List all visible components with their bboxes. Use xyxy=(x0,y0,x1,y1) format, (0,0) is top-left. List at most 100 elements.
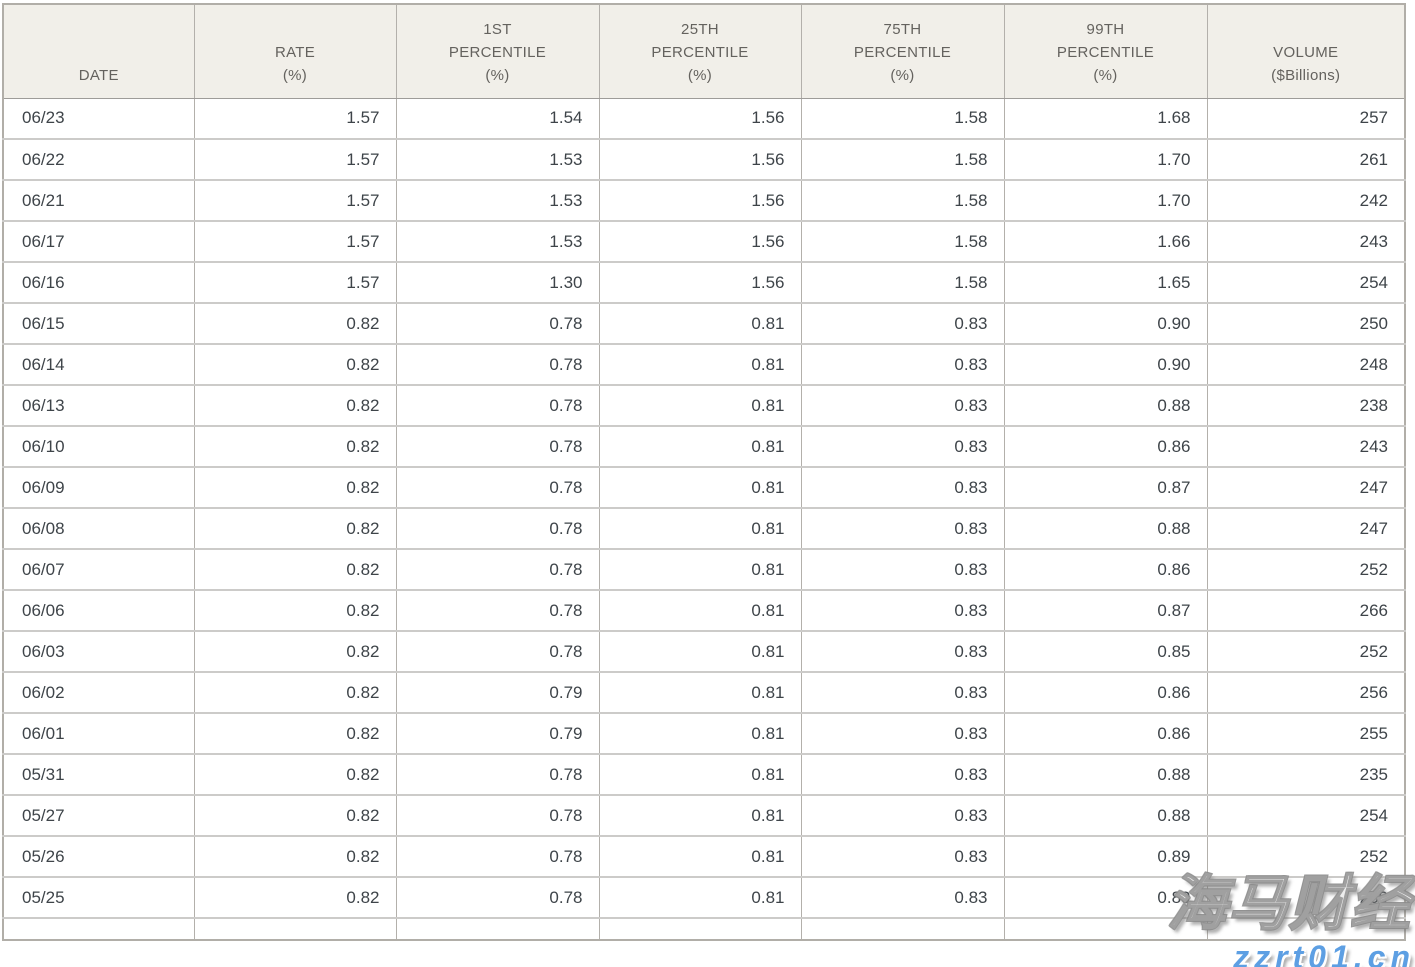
date-cell: 05/25 xyxy=(3,877,195,919)
value-cell-volume: 261 xyxy=(1207,139,1405,181)
value-cell-rate: 1.57 xyxy=(194,180,397,222)
value-cell-p25: 0.81 xyxy=(599,754,802,796)
value-cell-volume: 248 xyxy=(1207,344,1405,386)
value-cell-p1: 0.78 xyxy=(396,385,600,427)
table-row: 06/10 0.82 0.78 0.81 0.83 0.86 243 xyxy=(3,426,1405,468)
table-row: 06/23 1.57 1.54 1.56 1.58 1.68 257 xyxy=(3,98,1405,140)
value-cell-p75: 0.83 xyxy=(801,713,1005,755)
value-cell-p25: 0.81 xyxy=(599,713,802,755)
value-cell-volume: 247 xyxy=(1207,467,1405,509)
value-cell-rate: 0.82 xyxy=(194,795,397,837)
date-cell: 06/21 xyxy=(3,180,195,222)
value-cell-rate: 1.57 xyxy=(194,139,397,181)
date-cell: 06/09 xyxy=(3,467,195,509)
date-cell: 06/10 xyxy=(3,426,195,468)
value-cell-volume: 235 xyxy=(1207,754,1405,796)
value-cell-p99: 0.90 xyxy=(1004,303,1208,345)
value-cell-p25: 0.81 xyxy=(599,344,802,386)
value-cell-p99: 0.86 xyxy=(1004,549,1208,591)
value-cell-volume: 250 xyxy=(1207,303,1405,345)
value-cell-volume: 254 xyxy=(1207,795,1405,837)
value-cell-p25: 0.81 xyxy=(599,549,802,591)
table-row: 06/22 1.57 1.53 1.56 1.58 1.70 261 xyxy=(3,139,1405,181)
value-cell-rate: 0.82 xyxy=(194,754,397,796)
empty-cell xyxy=(599,918,802,940)
value-cell-p1: 0.79 xyxy=(396,713,600,755)
column-header-p1: 1ST PERCENTILE (%) xyxy=(396,4,600,99)
value-cell-rate: 0.82 xyxy=(194,713,397,755)
value-cell-p99: 0.89 xyxy=(1004,836,1208,878)
value-cell-volume: 252 xyxy=(1207,836,1405,878)
date-cell: 06/02 xyxy=(3,672,195,714)
value-cell-p75: 1.58 xyxy=(801,221,1005,263)
table-row: 06/14 0.82 0.78 0.81 0.83 0.90 248 xyxy=(3,344,1405,386)
value-cell-p1: 0.78 xyxy=(396,795,600,837)
value-cell-p1: 0.78 xyxy=(396,631,600,673)
empty-cell xyxy=(1207,918,1405,940)
value-cell-p99: 0.88 xyxy=(1004,754,1208,796)
value-cell-p99: 0.88 xyxy=(1004,795,1208,837)
value-cell-p1: 1.30 xyxy=(396,262,600,304)
value-cell-p75: 0.83 xyxy=(801,385,1005,427)
value-cell-p1: 0.78 xyxy=(396,836,600,878)
table-row: 06/09 0.82 0.78 0.81 0.83 0.87 247 xyxy=(3,467,1405,509)
empty-cell xyxy=(194,918,397,940)
value-cell-volume: 252 xyxy=(1207,631,1405,673)
value-cell-p99: 1.70 xyxy=(1004,139,1208,181)
value-cell-rate: 0.82 xyxy=(194,426,397,468)
date-cell: 06/16 xyxy=(3,262,195,304)
value-cell-p25: 1.56 xyxy=(599,180,802,222)
value-cell-p75: 0.83 xyxy=(801,344,1005,386)
table-row: 06/07 0.82 0.78 0.81 0.83 0.86 252 xyxy=(3,549,1405,591)
column-header-p25: 25TH PERCENTILE (%) xyxy=(599,4,802,99)
value-cell-p99: 0.89 xyxy=(1004,877,1208,919)
table-row: 06/16 1.57 1.30 1.56 1.58 1.65 254 xyxy=(3,262,1405,304)
value-cell-rate: 0.82 xyxy=(194,385,397,427)
table-row: 06/15 0.82 0.78 0.81 0.83 0.90 250 xyxy=(3,303,1405,345)
value-cell-p99: 0.86 xyxy=(1004,426,1208,468)
value-cell-p99: 0.88 xyxy=(1004,385,1208,427)
value-cell-p1: 0.78 xyxy=(396,426,600,468)
value-cell-rate: 0.82 xyxy=(194,344,397,386)
value-cell-p25: 0.81 xyxy=(599,836,802,878)
table-row: 06/21 1.57 1.53 1.56 1.58 1.70 242 xyxy=(3,180,1405,222)
value-cell-volume: 255 xyxy=(1207,713,1405,755)
value-cell-p99: 0.88 xyxy=(1004,508,1208,550)
table-row: 05/25 0.82 0.78 0.81 0.83 0.89 260 xyxy=(3,877,1405,919)
value-cell-p99: 0.86 xyxy=(1004,672,1208,714)
value-cell-volume: 260 xyxy=(1207,877,1405,919)
value-cell-p75: 0.83 xyxy=(801,426,1005,468)
value-cell-volume: 252 xyxy=(1207,549,1405,591)
column-header-p99: 99TH PERCENTILE (%) xyxy=(1004,4,1208,99)
value-cell-p1: 0.79 xyxy=(396,672,600,714)
table-row: 06/17 1.57 1.53 1.56 1.58 1.66 243 xyxy=(3,221,1405,263)
rates-table: DATE RATE (%) 1ST PERCENTILE (%) 25TH PERCENTIL… xyxy=(2,3,1406,941)
empty-cell xyxy=(1004,918,1208,940)
value-cell-p75: 0.83 xyxy=(801,631,1005,673)
value-cell-rate: 0.82 xyxy=(194,631,397,673)
value-cell-rate: 0.82 xyxy=(194,467,397,509)
value-cell-p99: 0.87 xyxy=(1004,467,1208,509)
value-cell-p25: 0.81 xyxy=(599,590,802,632)
value-cell-rate: 0.82 xyxy=(194,590,397,632)
table-header-row: DATE RATE (%) 1ST PERCENTILE (%) 25TH PERCENTIL… xyxy=(3,4,1405,99)
value-cell-p99: 1.65 xyxy=(1004,262,1208,304)
table-row-partial xyxy=(3,918,1405,940)
value-cell-p99: 0.86 xyxy=(1004,713,1208,755)
date-cell: 06/14 xyxy=(3,344,195,386)
value-cell-volume: 257 xyxy=(1207,98,1405,140)
value-cell-p75: 0.83 xyxy=(801,549,1005,591)
value-cell-rate: 1.57 xyxy=(194,221,397,263)
table-row: 05/27 0.82 0.78 0.81 0.83 0.88 254 xyxy=(3,795,1405,837)
value-cell-rate: 1.57 xyxy=(194,262,397,304)
value-cell-p75: 0.83 xyxy=(801,590,1005,632)
date-cell: 06/22 xyxy=(3,139,195,181)
value-cell-p75: 0.83 xyxy=(801,877,1005,919)
value-cell-p1: 0.78 xyxy=(396,877,600,919)
value-cell-volume: 243 xyxy=(1207,426,1405,468)
value-cell-p75: 0.83 xyxy=(801,508,1005,550)
value-cell-rate: 0.82 xyxy=(194,836,397,878)
date-cell: 06/13 xyxy=(3,385,195,427)
value-cell-p99: 0.85 xyxy=(1004,631,1208,673)
empty-cell xyxy=(3,918,195,940)
